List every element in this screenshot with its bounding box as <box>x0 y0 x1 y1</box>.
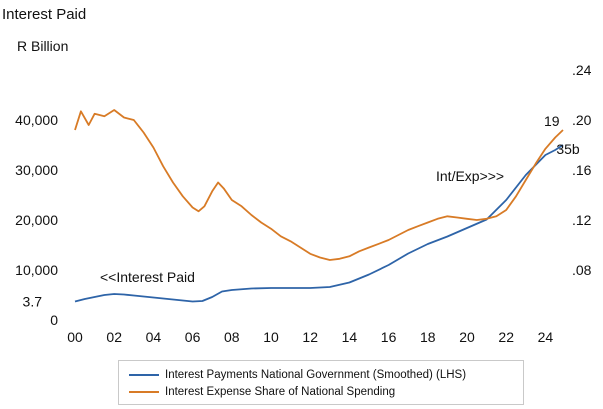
x-tick-label: 22 <box>498 329 514 345</box>
x-tick-label: 10 <box>263 329 279 345</box>
chart-title: Interest Paid <box>2 6 86 23</box>
x-tick-label: 02 <box>106 329 122 345</box>
y-left-tick-label: 30,000 <box>15 162 58 178</box>
y-right-tick-label: .20 <box>572 112 592 128</box>
y-right-tick-label: .16 <box>572 162 592 178</box>
legend-label-interest-payments: Interest Payments National Government (S… <box>165 369 467 381</box>
series-line-interest-payments <box>74 144 564 303</box>
y-right-tick-label: .12 <box>572 212 592 228</box>
x-tick-label: 14 <box>342 329 358 345</box>
x-tick-label: 18 <box>420 329 436 345</box>
x-tick-label: 16 <box>381 329 397 345</box>
y-left-tick-label: 10,000 <box>15 262 58 278</box>
y-left-axis-label: R Billion <box>17 38 68 54</box>
annotation-end-value-payments: 35b <box>556 141 580 157</box>
legend: Interest Payments National Government (S… <box>118 360 524 405</box>
x-tick-label: 04 <box>146 329 162 345</box>
y-left-tick-label: 20,000 <box>15 212 58 228</box>
chart: Interest Paid R Billion 0 10,000 20,000 30,00… <box>2 6 592 345</box>
series-line-interest-share <box>74 109 564 261</box>
annotation-interest-paid: <<Interest Paid <box>100 269 195 285</box>
legend-label-interest-share: Interest Expense Share of National Spend… <box>165 386 396 398</box>
y-right-tick-label: .08 <box>572 262 592 278</box>
y-left-tick-label: 40,000 <box>15 112 58 128</box>
annotation-int-exp: Int/Exp>>> <box>436 168 504 184</box>
x-tick-label: 00 <box>67 329 83 345</box>
x-tick-label: 20 <box>459 329 475 345</box>
y-left-tick-label: 0 <box>50 312 58 328</box>
legend-swatch-interest-payments <box>129 374 159 376</box>
y-right-tick-label: .24 <box>572 62 592 78</box>
y-left-extra-label: 3.7 <box>23 294 43 310</box>
annotation-end-value-share: 19 <box>544 113 560 129</box>
x-tick-label: 24 <box>538 329 554 345</box>
legend-swatch-interest-share <box>129 391 159 393</box>
x-tick-label: 12 <box>302 329 318 345</box>
x-tick-label: 06 <box>185 329 201 345</box>
x-tick-label: 08 <box>224 329 240 345</box>
